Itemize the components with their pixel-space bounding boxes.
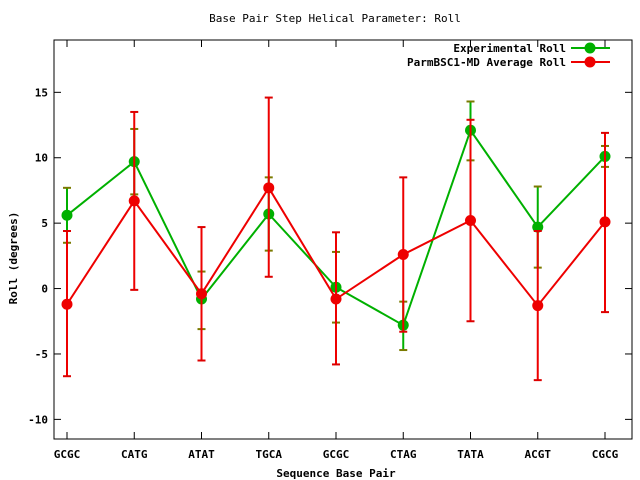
data-point (61, 209, 73, 221)
data-point (465, 215, 476, 227)
plot-area (61, 96, 611, 382)
axis-ticks: -10 -5 0 5 10 15 GCGC CATG ATAT TGCA GCGC CTAG TATA A… (28, 40, 632, 461)
legend-label: ParmBSC1-MD Average Roll (407, 56, 566, 69)
data-point (263, 182, 275, 194)
x-tick-label: TGCA (256, 448, 283, 461)
y-tick-label: 5 (41, 217, 48, 230)
data-point (128, 195, 140, 207)
x-tick-label: CATG (121, 448, 148, 461)
legend-label: Experimental Roll (453, 42, 566, 55)
legend-marker (584, 42, 596, 54)
data-point (397, 249, 409, 261)
data-point (196, 288, 207, 300)
chart-title: Base Pair Step Helical Parameter: Roll (209, 12, 461, 25)
y-tick-label: -10 (28, 413, 48, 426)
y-tick-label: 10 (35, 152, 48, 165)
data-point (532, 300, 544, 312)
x-axis-label: Sequence Base Pair (276, 467, 396, 480)
series-2 (61, 96, 611, 382)
data-point (532, 221, 544, 233)
plot-frame (53, 39, 633, 440)
x-tick-label: CTAG (390, 448, 417, 461)
x-tick-label: TATA (457, 448, 484, 461)
data-point (61, 298, 73, 310)
data-point (599, 216, 611, 228)
x-tick-label: GCGC (54, 448, 81, 461)
x-tick-label: ATAT (188, 448, 215, 461)
x-tick-label: CGCG (592, 448, 619, 461)
y-axis-label: Roll (degrees) (7, 212, 20, 305)
y-tick-label: -5 (35, 348, 48, 361)
x-tick-label: ACGT (525, 448, 552, 461)
legend-marker (584, 56, 596, 68)
y-tick-label: 15 (35, 86, 48, 99)
data-point (330, 293, 342, 305)
y-tick-label: 0 (41, 283, 48, 296)
x-tick-label: GCGC (323, 448, 350, 461)
